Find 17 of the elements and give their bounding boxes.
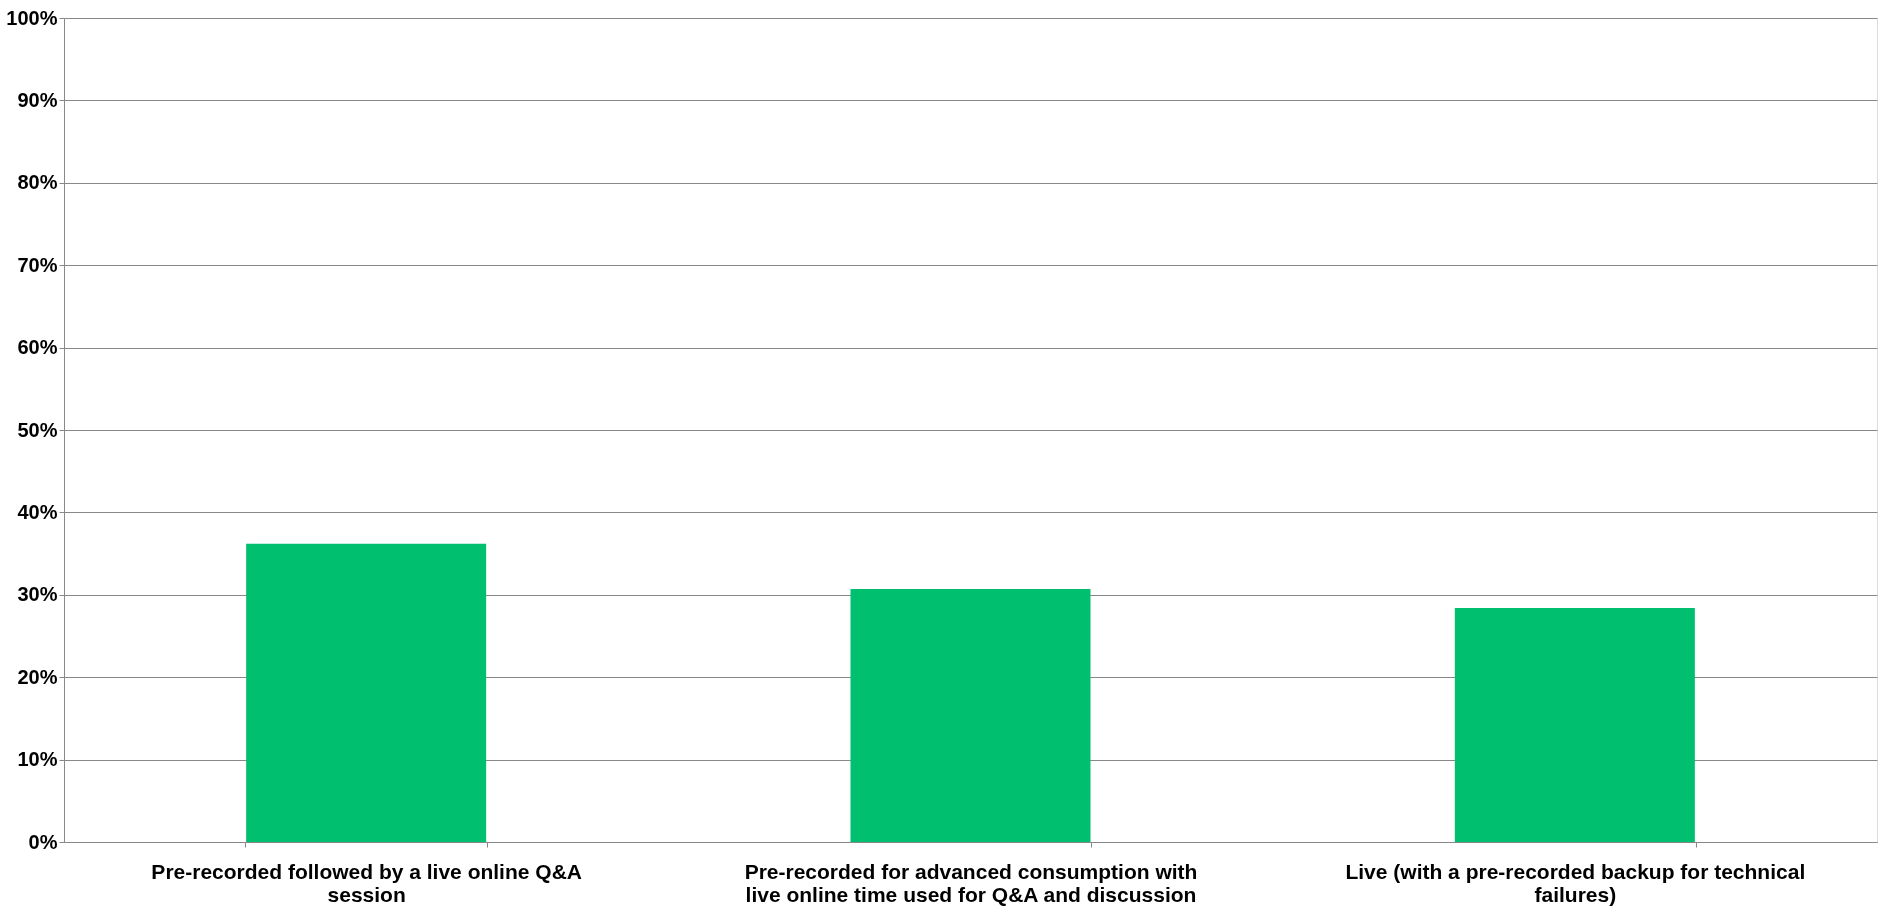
bar	[850, 589, 1091, 842]
y-tick-label: 50%	[17, 418, 58, 441]
x-tick-label: Live (with a pre-recorded backup for technical failures)	[1345, 859, 1806, 906]
y-tick-label: 70%	[17, 253, 58, 276]
y-tick-label: 20%	[17, 665, 58, 688]
y-tick-label: 40%	[17, 500, 58, 523]
bar	[246, 543, 487, 842]
bar	[1454, 607, 1695, 842]
y-tick-label: 100%	[6, 6, 58, 29]
x-tick-label: Pre-recorded for advanced consumption with live online time used for Q&A and discussion	[744, 859, 1198, 906]
x-tick-label: Pre-recorded followed by a live online Q&A session	[151, 859, 582, 906]
y-tick-label: 80%	[17, 171, 58, 194]
y-tick-label: 10%	[17, 748, 58, 771]
y-tick-label: 60%	[17, 336, 58, 359]
y-tick-label: 90%	[17, 88, 58, 111]
y-tick-label: 30%	[17, 583, 58, 606]
y-tick-label: 0%	[28, 830, 58, 853]
